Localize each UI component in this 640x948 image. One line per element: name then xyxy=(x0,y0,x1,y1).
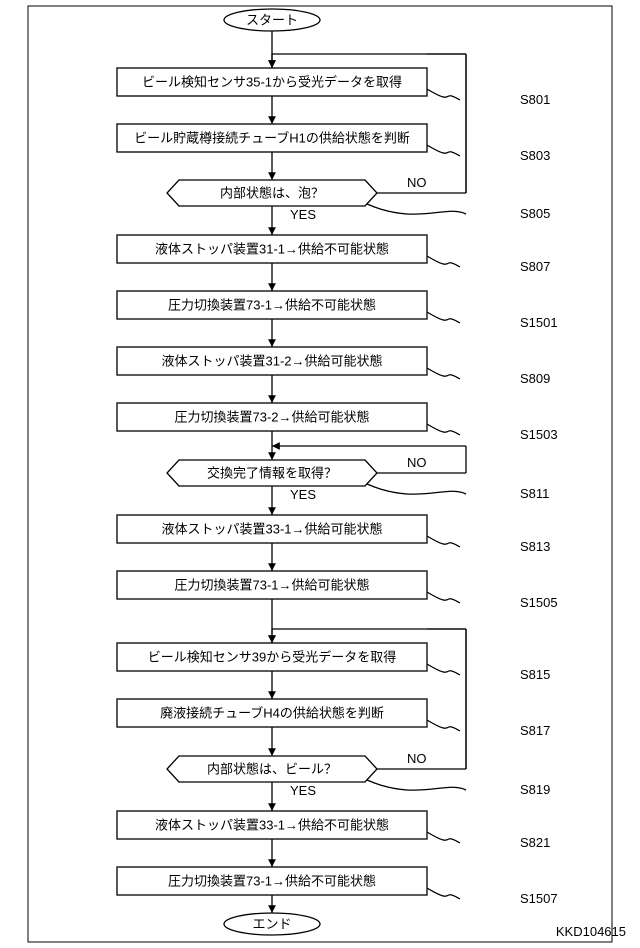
process-text-b6: 圧力切換装置73-2→供給可能状態 xyxy=(174,409,369,424)
process-b12: 圧力切換装置73-1→供給不可能状態 xyxy=(117,867,427,895)
process-b11: 液体ストッパ装置33-1→供給不可能状態 xyxy=(117,811,427,839)
process-b7: 液体ストッパ装置33-1→供給可能状態 xyxy=(117,515,427,543)
process-text-b12: 圧力切換装置73-1→供給不可能状態 xyxy=(168,873,376,888)
process-b8: 圧力切換装置73-1→供給可能状態 xyxy=(117,571,427,599)
step-label-b11: S821 xyxy=(520,835,550,850)
process-b3: 液体ストッパ装置31-1→供給不可能状態 xyxy=(117,235,427,263)
terminal-start-label: スタート xyxy=(246,12,298,27)
process-b2: ビール貯蔵樽接続チューブH1の供給状態を判断 xyxy=(117,124,427,152)
terminal-start: スタート xyxy=(224,9,320,31)
process-text-b1: ビール検知センサ35-1から受光データを取得 xyxy=(142,74,402,89)
process-b9: ビール検知センサ39から受光データを取得 xyxy=(117,643,427,671)
terminal-end: エンド xyxy=(224,913,320,935)
step-label-b5: S809 xyxy=(520,371,550,386)
decision-text-d1: 内部状態は、泡？ xyxy=(220,185,324,200)
process-b4: 圧力切換装置73-1→供給不可能状態 xyxy=(117,291,427,319)
no-label-d2: NO xyxy=(407,455,427,470)
decision-d1: 内部状態は、泡？ xyxy=(167,180,377,206)
step-label-b10: S817 xyxy=(520,723,550,738)
process-b6: 圧力切換装置73-2→供給可能状態 xyxy=(117,403,427,431)
footer-code: KKD104615 xyxy=(556,924,626,939)
yes-label-d1: YES xyxy=(290,207,316,222)
process-text-b3: 液体ストッパ装置31-1→供給不可能状態 xyxy=(155,241,389,256)
process-b10: 廃液接続チューブH4の供給状態を判断 xyxy=(117,699,427,727)
process-text-b9: ビール検知センサ39から受光データを取得 xyxy=(148,649,396,664)
process-b1: ビール検知センサ35-1から受光データを取得 xyxy=(117,68,427,96)
process-text-b2: ビール貯蔵樽接続チューブH1の供給状態を判断 xyxy=(134,130,410,145)
process-text-b5: 液体ストッパ装置31-2→供給可能状態 xyxy=(161,353,382,368)
terminal-end-label: エンド xyxy=(252,916,291,931)
yes-label-d2: YES xyxy=(290,487,316,502)
step-label-b7: S813 xyxy=(520,539,550,554)
step-label-b2: S803 xyxy=(520,148,550,163)
step-label-b9: S815 xyxy=(520,667,550,682)
step-label-b12: S1507 xyxy=(520,891,558,906)
process-text-b4: 圧力切換装置73-1→供給不可能状態 xyxy=(168,297,376,312)
yes-label-d3: YES xyxy=(290,783,316,798)
decision-d3: 内部状態は、ビール？ xyxy=(167,756,377,782)
decision-d2: 交換完了情報を取得？ xyxy=(167,460,377,486)
process-b5: 液体ストッパ装置31-2→供給可能状態 xyxy=(117,347,427,375)
step-label-b4: S1501 xyxy=(520,315,558,330)
step-label-b8: S1505 xyxy=(520,595,558,610)
step-label-b1: S801 xyxy=(520,92,550,107)
decision-text-d3: 内部状態は、ビール？ xyxy=(207,761,337,776)
process-text-b11: 液体ストッパ装置33-1→供給不可能状態 xyxy=(155,817,389,832)
step-label-d2: S811 xyxy=(520,486,549,501)
no-label-d3: NO xyxy=(407,751,427,766)
step-label-b6: S1503 xyxy=(520,427,558,442)
process-text-b10: 廃液接続チューブH4の供給状態を判断 xyxy=(160,705,384,720)
process-text-b7: 液体ストッパ装置33-1→供給可能状態 xyxy=(161,521,382,536)
process-text-b8: 圧力切換装置73-1→供給可能状態 xyxy=(174,577,369,592)
step-label-d1: S805 xyxy=(520,206,550,221)
step-label-b3: S807 xyxy=(520,259,550,274)
decision-text-d2: 交換完了情報を取得？ xyxy=(207,465,337,480)
no-label-d1: NO xyxy=(407,175,427,190)
step-label-d3: S819 xyxy=(520,782,550,797)
